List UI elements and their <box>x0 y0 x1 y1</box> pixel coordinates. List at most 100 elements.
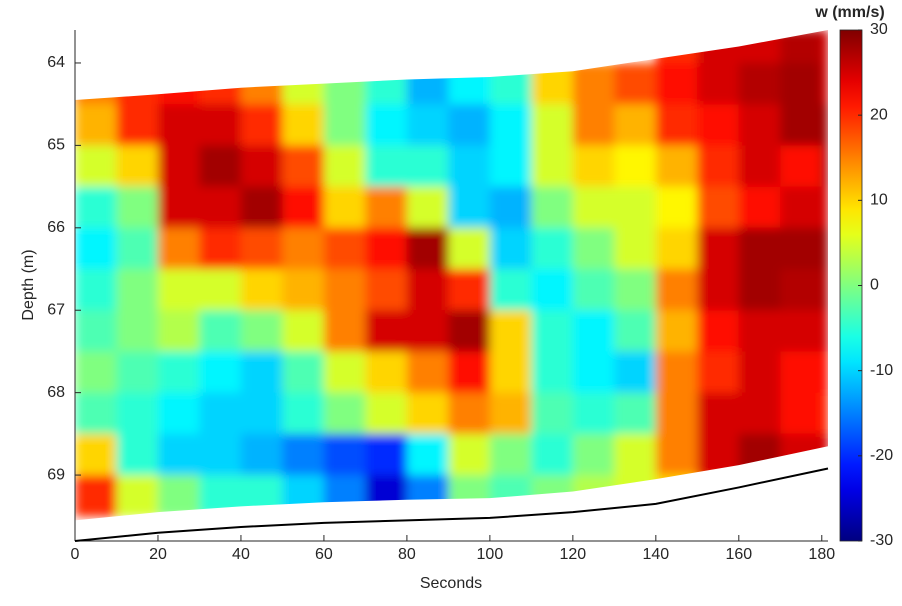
colorbar-tick-label: 20 <box>870 106 888 123</box>
axes: 0 20 40 60 80 100 120 140 160 180 64 65 66 67 68 69 <box>47 30 835 563</box>
heatmap-cell <box>780 62 823 105</box>
heatmap-cell <box>531 186 574 229</box>
heatmap-cell <box>489 433 532 476</box>
heatmap-cell <box>157 62 200 105</box>
heatmap-cell <box>780 186 823 229</box>
heatmap-cell <box>240 269 283 311</box>
colorbar-tick-label: 0 <box>870 277 879 294</box>
heatmap-cell <box>572 310 615 352</box>
heatmap-cell <box>448 310 491 352</box>
heatmap-cell <box>282 145 325 188</box>
heatmap-cell <box>489 186 532 229</box>
x-tick-label: 0 <box>71 546 80 563</box>
heatmap-cell <box>365 62 408 105</box>
heatmap-cell <box>489 104 532 146</box>
heatmap-cell <box>697 433 740 476</box>
y-tick-label: 68 <box>47 384 65 401</box>
heatmap-cell <box>240 227 283 270</box>
heatmap-cell <box>116 392 159 435</box>
heatmap-cell <box>406 104 449 146</box>
heatmap-cell <box>655 310 698 352</box>
heatmap-cell <box>75 310 117 352</box>
heatmap-cell <box>697 62 740 105</box>
bottom-line <box>74 467 829 542</box>
heatmap-cell <box>406 186 449 229</box>
heatmap-cell <box>323 392 366 435</box>
heatmap-cell <box>157 475 200 517</box>
heatmap-cell <box>531 310 574 352</box>
heatmap-cell <box>448 269 491 311</box>
heatmap-cell <box>780 269 823 311</box>
heatmap-cell <box>116 475 159 517</box>
heatmap-cell <box>614 104 657 146</box>
heatmap-cell <box>323 62 366 105</box>
heatmap-cell <box>406 227 449 270</box>
heatmap-cell <box>614 392 657 435</box>
heatmap-cell <box>655 227 698 270</box>
heatmap-cell <box>697 351 740 394</box>
heatmap-cell <box>531 269 574 311</box>
y-tick-label: 66 <box>47 219 65 236</box>
heatmap-cell <box>323 433 366 476</box>
heatmap-cell <box>282 227 325 270</box>
heatmap-cell <box>655 433 698 476</box>
heatmap-cell <box>780 310 823 352</box>
heatmap-cell <box>116 104 159 146</box>
heatmap-cell <box>282 186 325 229</box>
heatmap-cell <box>655 30 698 64</box>
heatmap-cell <box>240 351 283 394</box>
heatmap-cell <box>489 145 532 188</box>
heatmap-cell <box>199 310 242 352</box>
heatmap-cell <box>448 351 491 394</box>
heatmap-cell <box>199 186 242 229</box>
heatmap-cell <box>116 62 159 105</box>
heatmap-cell <box>323 104 366 146</box>
colorbar-tick-label: -10 <box>870 362 893 379</box>
heatmap-cell <box>655 186 698 229</box>
heatmap-cell <box>780 351 823 394</box>
heatmap-cell <box>75 227 117 270</box>
heatmap-cell <box>323 145 366 188</box>
heatmap-cell <box>697 310 740 352</box>
heatmap-cell <box>738 186 781 229</box>
heatmap-cell <box>365 104 408 146</box>
heatmap-cell <box>282 62 325 105</box>
heatmap-cell <box>116 310 159 352</box>
y-axis-label: Depth (m) <box>20 249 37 320</box>
heatmap-cell <box>738 30 781 64</box>
heatmap-cell <box>697 145 740 188</box>
heatmap-cell <box>448 186 491 229</box>
heatmap-cell <box>738 310 781 352</box>
heatmap-cell <box>780 145 823 188</box>
heatmap-cell <box>157 392 200 435</box>
heatmap-cell <box>489 392 532 435</box>
heatmap-cell <box>448 104 491 146</box>
heatmap-cell <box>738 433 781 476</box>
heatmap-cell <box>655 392 698 435</box>
heatmap-cell <box>323 186 366 229</box>
heatmap-cell <box>240 62 283 105</box>
heatmap-cell <box>157 104 200 146</box>
heatmap-cell <box>489 475 532 517</box>
heatmap-cell <box>157 310 200 352</box>
y-tick-label: 67 <box>47 301 65 318</box>
heatmap-cell <box>157 269 200 311</box>
heatmap-cell <box>199 104 242 146</box>
heatmap-cell <box>75 104 117 146</box>
y-tick-label: 65 <box>47 137 65 154</box>
heatmap-cell <box>572 186 615 229</box>
heatmap-cell <box>240 186 283 229</box>
heatmap-cell <box>75 433 117 476</box>
heatmap-cell <box>282 269 325 311</box>
heatmap-cell <box>240 310 283 352</box>
heatmap-cell <box>531 145 574 188</box>
heatmap-cell <box>240 104 283 146</box>
heatmap-cell <box>199 475 242 517</box>
heatmap-cell <box>199 62 242 105</box>
heatmap-cell <box>365 227 408 270</box>
heatmap-cell <box>116 269 159 311</box>
heatmap-cell <box>240 475 283 517</box>
heatmap-cell <box>323 351 366 394</box>
heatmap-cell <box>614 145 657 188</box>
